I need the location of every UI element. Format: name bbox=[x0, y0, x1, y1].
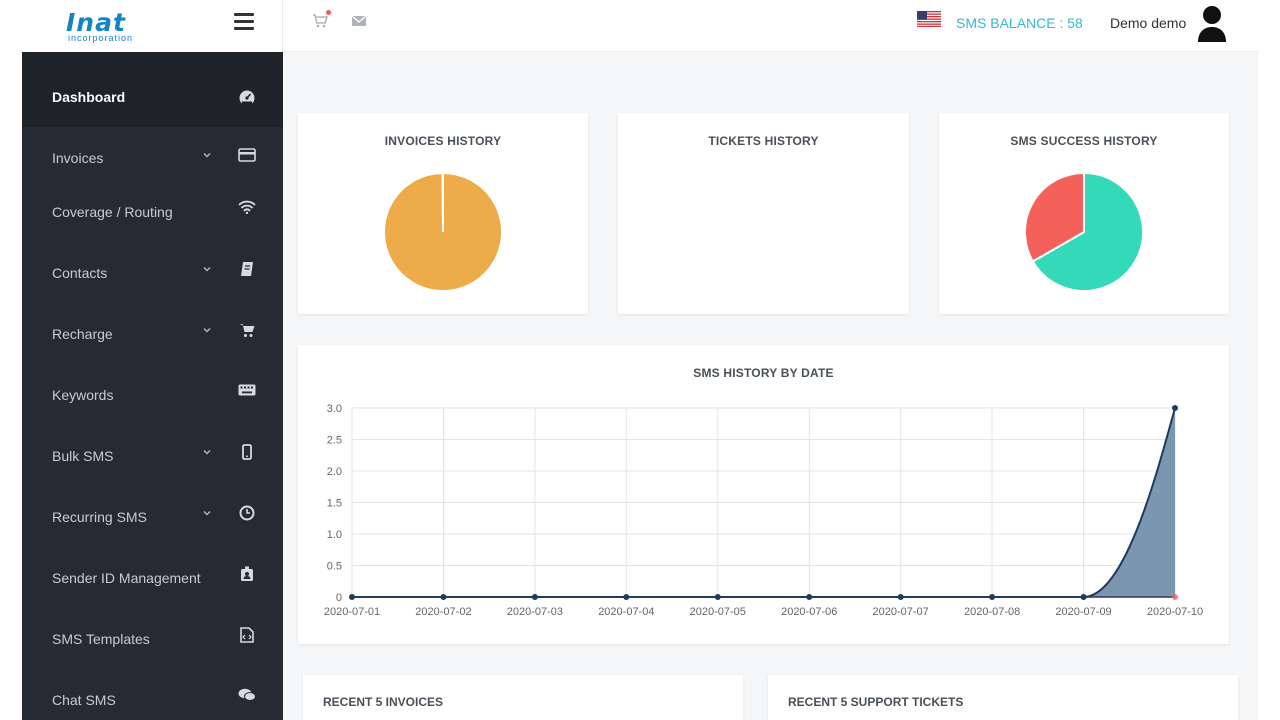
x-tick-label: 2020-07-05 bbox=[690, 606, 746, 618]
data-point[interactable] bbox=[531, 594, 538, 600]
logo-text: Inat bbox=[66, 8, 126, 37]
sms-success-pie-chart bbox=[1024, 171, 1144, 292]
x-tick-label: 2020-07-08 bbox=[964, 606, 1020, 618]
chevron-down-icon bbox=[202, 264, 212, 278]
chevron-down-icon bbox=[202, 150, 212, 164]
clock-icon bbox=[238, 505, 256, 523]
data-point[interactable] bbox=[440, 594, 447, 600]
data-point[interactable] bbox=[714, 594, 721, 600]
sidebar-item-contacts[interactable]: Contacts bbox=[22, 244, 283, 305]
invoices-pie-chart bbox=[383, 171, 503, 292]
pie-slice[interactable] bbox=[1031, 171, 1144, 292]
app-frame: Inat incorporation SMS BALANCE : 58 Demo… bbox=[22, 0, 1258, 720]
y-tick-label: 0.5 bbox=[327, 561, 342, 573]
sms-balance: SMS BALANCE : 58 bbox=[956, 15, 1083, 31]
data-point[interactable] bbox=[897, 594, 904, 600]
cart-icon[interactable] bbox=[312, 10, 331, 31]
cart-icon bbox=[238, 322, 256, 340]
sidebar-item-label: Recharge bbox=[52, 326, 113, 342]
x-tick-label: 2020-07-06 bbox=[781, 606, 837, 618]
recent-tickets-panel: RECENT 5 SUPPORT TICKETS bbox=[768, 675, 1238, 720]
invoices-history-card: INVOICES HISTORY bbox=[298, 113, 588, 314]
x-tick-label: 2020-07-09 bbox=[1055, 606, 1111, 618]
x-tick-label: 2020-07-04 bbox=[598, 606, 654, 618]
x-tick-label: 2020-07-07 bbox=[873, 606, 929, 618]
sidebar-item-bulk-sms[interactable]: Bulk SMS bbox=[22, 427, 283, 488]
card-title: SMS SUCCESS HISTORY bbox=[1010, 134, 1158, 148]
panel-title: RECENT 5 INVOICES bbox=[323, 695, 444, 709]
data-point[interactable] bbox=[623, 594, 630, 600]
sidebar-item-sender-id[interactable]: Sender ID Management bbox=[22, 549, 283, 610]
top-bar: Inat incorporation SMS BALANCE : 58 Demo… bbox=[22, 0, 1258, 52]
us-flag-icon[interactable] bbox=[917, 11, 941, 27]
sms-success-history-card: SMS SUCCESS HISTORY bbox=[939, 113, 1229, 314]
sidebar-item-label: Dashboard bbox=[52, 89, 126, 105]
y-tick-label: 3.0 bbox=[327, 403, 342, 415]
y-tick-label: 2.5 bbox=[327, 435, 342, 447]
brand-logo[interactable]: Inat incorporation bbox=[66, 8, 184, 43]
recent-invoices-panel: RECENT 5 INVOICES bbox=[303, 675, 743, 720]
y-tick-label: 1.5 bbox=[327, 498, 342, 510]
dashboard-icon bbox=[238, 88, 256, 106]
chevron-down-icon bbox=[202, 447, 212, 461]
logo-area: Inat incorporation bbox=[22, 0, 283, 52]
data-point[interactable] bbox=[1080, 594, 1087, 600]
x-tick-label: 2020-07-02 bbox=[415, 606, 471, 618]
data-point[interactable] bbox=[349, 594, 355, 600]
sms-history-line-chart: 0 0.5 1.0 1.5 2.0 2.5 3.0 2020-07-01 2020-07-02 2… bbox=[324, 403, 1203, 618]
keyboard-icon bbox=[238, 383, 256, 401]
envelope-icon[interactable] bbox=[351, 13, 369, 31]
data-point[interactable] bbox=[989, 594, 996, 600]
x-tick-label: 2020-07-01 bbox=[324, 606, 380, 618]
card-title: INVOICES HISTORY bbox=[384, 134, 502, 148]
data-point[interactable] bbox=[1172, 405, 1178, 411]
sidebar-item-sms-templates[interactable]: SMS Templates bbox=[22, 610, 283, 671]
address-book-icon bbox=[238, 261, 256, 279]
y-tick-label: 2.0 bbox=[327, 466, 342, 478]
y-tick-label: 1.0 bbox=[327, 529, 342, 541]
notification-dot bbox=[326, 10, 331, 15]
logo-subtext: incorporation bbox=[68, 33, 134, 43]
credit-card-icon bbox=[238, 148, 256, 166]
sidebar-item-recharge[interactable]: Recharge bbox=[22, 305, 283, 366]
sidebar-item-label: Coverage / Routing bbox=[52, 204, 173, 220]
x-tick-label: 2020-07-03 bbox=[507, 606, 563, 618]
tickets-history-card: TICKETS HISTORY bbox=[618, 113, 909, 314]
sidebar-item-label: Invoices bbox=[52, 150, 104, 166]
sidebar-item-label: Bulk SMS bbox=[52, 448, 114, 464]
hamburger-icon[interactable] bbox=[234, 13, 254, 33]
pie-slice[interactable] bbox=[1024, 171, 1085, 263]
chevron-down-icon bbox=[202, 325, 212, 339]
x-tick-label: 2020-07-10 bbox=[1147, 606, 1203, 618]
sidebar-item-keywords[interactable]: Keywords bbox=[22, 366, 283, 427]
y-tick-label: 0 bbox=[336, 592, 342, 604]
sidebar: Dashboard Invoices Coverage / Routing Co… bbox=[22, 52, 283, 720]
sidebar-item-label: Sender ID Management bbox=[52, 570, 201, 586]
sidebar-item-recurring-sms[interactable]: Recurring SMS bbox=[22, 488, 283, 549]
data-point[interactable] bbox=[806, 594, 813, 600]
id-badge-icon bbox=[238, 566, 256, 584]
sidebar-item-label: Chat SMS bbox=[52, 692, 116, 708]
sidebar-item-label: SMS Templates bbox=[52, 631, 150, 647]
chat-icon bbox=[238, 688, 256, 706]
mobile-icon bbox=[238, 444, 256, 462]
card-title: SMS HISTORY BY DATE bbox=[693, 366, 834, 380]
sidebar-item-coverage-routing[interactable]: Coverage / Routing bbox=[22, 183, 283, 244]
wifi-icon bbox=[238, 200, 256, 218]
sidebar-item-chat-sms[interactable]: Chat SMS bbox=[22, 671, 283, 720]
user-avatar-icon[interactable] bbox=[1196, 4, 1228, 42]
chevron-down-icon bbox=[202, 508, 212, 522]
card-title: TICKETS HISTORY bbox=[708, 134, 819, 148]
sms-history-by-date-card: SMS HISTORY BY DATE 0 0.5 1.0 1.5 2.0 2.5 3.0 2… bbox=[298, 345, 1229, 644]
sidebar-item-label: Contacts bbox=[52, 265, 108, 281]
data-point[interactable] bbox=[1172, 594, 1178, 600]
username[interactable]: Demo demo bbox=[1110, 15, 1187, 31]
panel-title: RECENT 5 SUPPORT TICKETS bbox=[788, 695, 964, 709]
sidebar-item-label: Recurring SMS bbox=[52, 509, 147, 525]
sidebar-item-dashboard[interactable]: Dashboard bbox=[22, 52, 283, 127]
sidebar-item-invoices[interactable]: Invoices bbox=[22, 127, 283, 183]
sidebar-item-label: Keywords bbox=[52, 387, 114, 403]
file-code-icon bbox=[238, 627, 256, 645]
